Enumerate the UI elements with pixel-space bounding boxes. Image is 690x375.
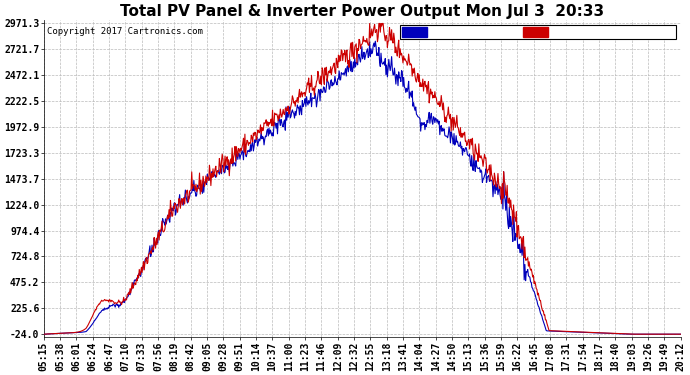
Text: Copyright 2017 Cartronics.com: Copyright 2017 Cartronics.com (47, 27, 203, 36)
Title: Total PV Panel & Inverter Power Output Mon Jul 3  20:33: Total PV Panel & Inverter Power Output M… (120, 4, 604, 19)
Legend: Grid  (AC Watts), PV Panels  (DC Watts): Grid (AC Watts), PV Panels (DC Watts) (400, 25, 676, 39)
